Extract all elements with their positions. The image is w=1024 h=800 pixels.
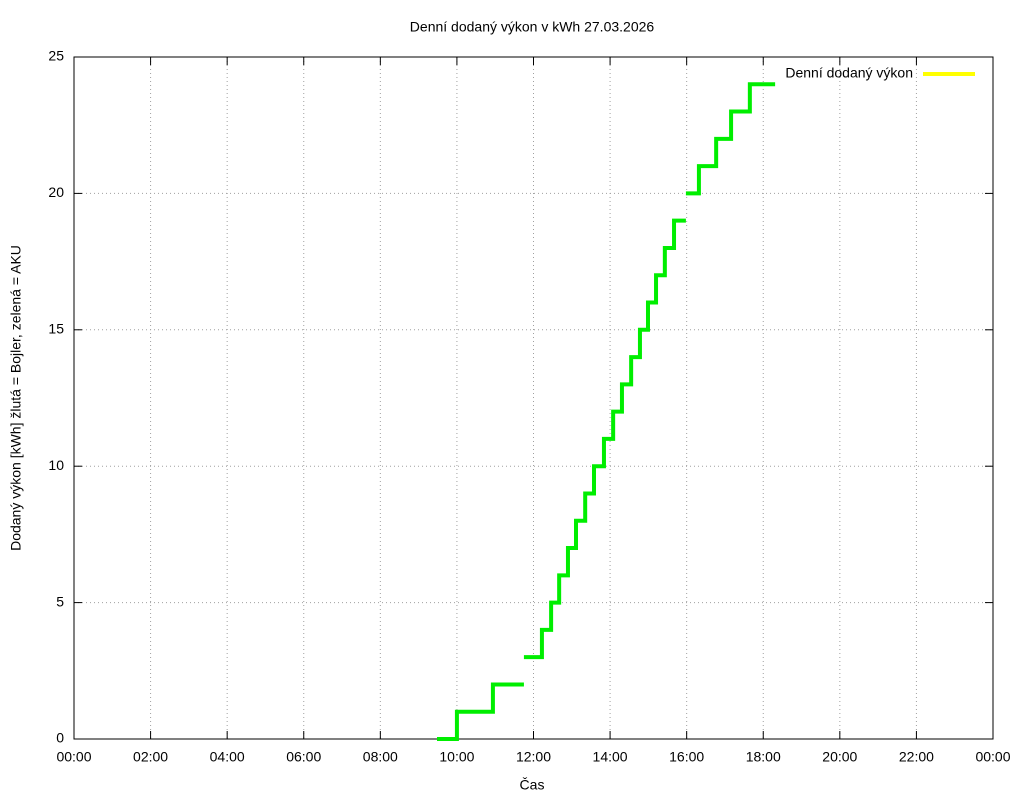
chart-title: Denní dodaný výkon v kWh 27.03.2026	[410, 19, 655, 35]
x-tick-label: 18:00	[746, 749, 781, 765]
data-line	[437, 82, 776, 741]
x-tick-label: 06:00	[286, 749, 321, 765]
y-tick-label: 20	[48, 184, 64, 200]
x-tick-label: 00:00	[975, 749, 1010, 765]
x-tick-label: 16:00	[669, 749, 704, 765]
plot-frame	[73, 56, 994, 740]
x-axis-label: Čas	[520, 777, 545, 793]
y-tick-label: 5	[56, 593, 64, 609]
x-tick-label: 08:00	[363, 749, 398, 765]
y-tick-label: 0	[56, 730, 64, 746]
x-tick-label: 02:00	[133, 749, 168, 765]
x-tick-label: 00:00	[56, 749, 91, 765]
x-tick-label: 04:00	[210, 749, 245, 765]
x-tick-label: 14:00	[593, 749, 628, 765]
y-axis-label: Dodaný výkon [kWh] žlutá = Bojler, zelen…	[8, 245, 24, 551]
legend-label: Denní dodaný výkon	[785, 65, 913, 81]
x-tick-label: 10:00	[439, 749, 474, 765]
x-tick-label: 12:00	[516, 749, 551, 765]
x-tick-label: 22:00	[899, 749, 934, 765]
y-tick-label: 10	[48, 457, 64, 473]
x-tick-label: 20:00	[822, 749, 857, 765]
y-tick-label: 15	[48, 321, 64, 337]
y-tick-label: 25	[48, 48, 64, 64]
